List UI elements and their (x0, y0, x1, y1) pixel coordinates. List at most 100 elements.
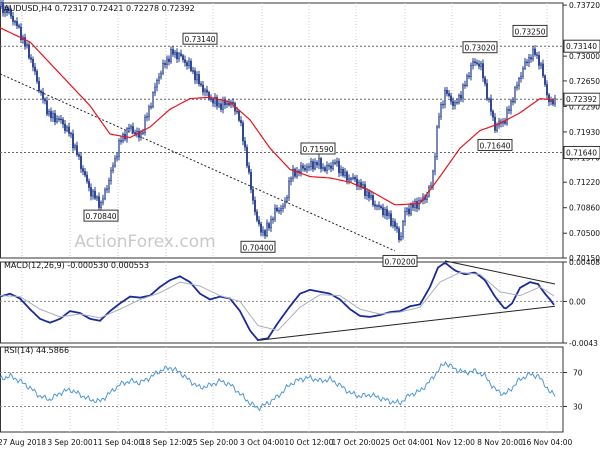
candle-body (310, 161, 312, 167)
candle-body (296, 170, 298, 177)
annotation-label: 0.73250 (514, 27, 545, 36)
candle-body (532, 48, 534, 60)
candle-body (162, 63, 164, 74)
candle-body (252, 189, 254, 201)
candle-body (338, 160, 340, 174)
candle-body (42, 91, 44, 100)
candle-body (178, 53, 180, 60)
candle-body (434, 156, 436, 172)
candle-body (320, 158, 322, 169)
y-tick-label: 30 (573, 403, 583, 412)
candle-body (470, 65, 472, 77)
candle-body (160, 72, 162, 78)
candle-body (492, 111, 494, 118)
candle-body (62, 119, 64, 125)
candle-body (208, 91, 210, 99)
candle-body (74, 145, 76, 149)
candle-body (308, 166, 310, 168)
x-tick-label: 16 Nov 04:00 (522, 438, 573, 447)
candle-body (16, 21, 18, 27)
candle-body (494, 116, 496, 131)
macd-trendline (444, 260, 556, 285)
y-tick-label: 0.70860 (569, 204, 600, 213)
candle-body (464, 84, 466, 87)
candle-body (376, 205, 378, 207)
macd-trendline (259, 305, 556, 341)
candle-body (8, 9, 10, 13)
y-tick-label: 0.71220 (569, 178, 600, 187)
candle-body (286, 197, 288, 202)
annotation-box (300, 142, 336, 155)
candle-body (466, 75, 468, 86)
candle-body (294, 168, 296, 177)
candle-body (0, 2, 2, 7)
candle-body (468, 75, 470, 78)
candle-body (200, 83, 202, 86)
annotation-box (83, 209, 119, 222)
annotation-label: 0.73140 (184, 35, 215, 44)
candle-body (432, 170, 434, 187)
candle-body (120, 140, 122, 142)
y-tick-label: -0.0043 (569, 339, 598, 348)
candle-body (50, 111, 52, 119)
candle-body (350, 178, 352, 180)
y-tick-label: 0.71930 (569, 128, 600, 137)
candle-body (514, 87, 516, 103)
candle-body (344, 171, 346, 176)
candle-body (340, 168, 342, 174)
candle-body (256, 211, 258, 221)
candle-body (278, 210, 280, 212)
candle-body (478, 63, 480, 67)
candle-body (264, 230, 266, 237)
candle-body (448, 93, 450, 97)
candle-body (400, 236, 402, 240)
candle-body (330, 165, 332, 169)
candle-body (418, 200, 420, 209)
annotation-box (382, 254, 418, 267)
y-tick-label: 0.73000 (569, 52, 600, 61)
candle-body (526, 61, 528, 64)
candle-body (270, 219, 272, 229)
candle-body (450, 95, 452, 102)
annotation-box (182, 32, 218, 45)
candle-body (220, 103, 222, 110)
candle-body (126, 128, 128, 140)
candle-body (180, 53, 182, 56)
candle-body (482, 63, 484, 79)
candle-body (262, 230, 264, 233)
candle-body (454, 102, 456, 106)
candle-body (334, 162, 336, 164)
candle-body (524, 61, 526, 69)
candle-body (212, 99, 214, 104)
candle-body (542, 63, 544, 77)
price-frame (0, 2, 564, 259)
candle-body (284, 200, 286, 207)
watermark-text: ActionForex.com (74, 232, 215, 252)
candle-body (438, 116, 440, 128)
candle-body (332, 162, 334, 169)
candle-body (206, 89, 208, 93)
candle-body (314, 161, 316, 170)
candle-body (152, 92, 154, 108)
candle-body (312, 161, 314, 170)
candle-body (318, 158, 320, 166)
candle-body (522, 68, 524, 77)
candle-body (260, 223, 262, 233)
annotation-label: 0.73020 (464, 44, 495, 53)
candle-body (516, 85, 518, 89)
candle-body (280, 208, 282, 211)
candle-body (520, 75, 522, 79)
candle-body (490, 98, 492, 112)
candle-body (218, 103, 220, 107)
candle-body (96, 196, 98, 199)
level-label-box (563, 39, 600, 53)
candle-body (132, 126, 134, 133)
y-tick-label: 0.00408 (569, 258, 600, 267)
level-label-box (563, 92, 600, 106)
candle-body (322, 167, 324, 169)
candle-body (34, 66, 36, 72)
candle-body (292, 168, 294, 179)
candle-body (84, 171, 86, 176)
candle-body (228, 102, 230, 106)
